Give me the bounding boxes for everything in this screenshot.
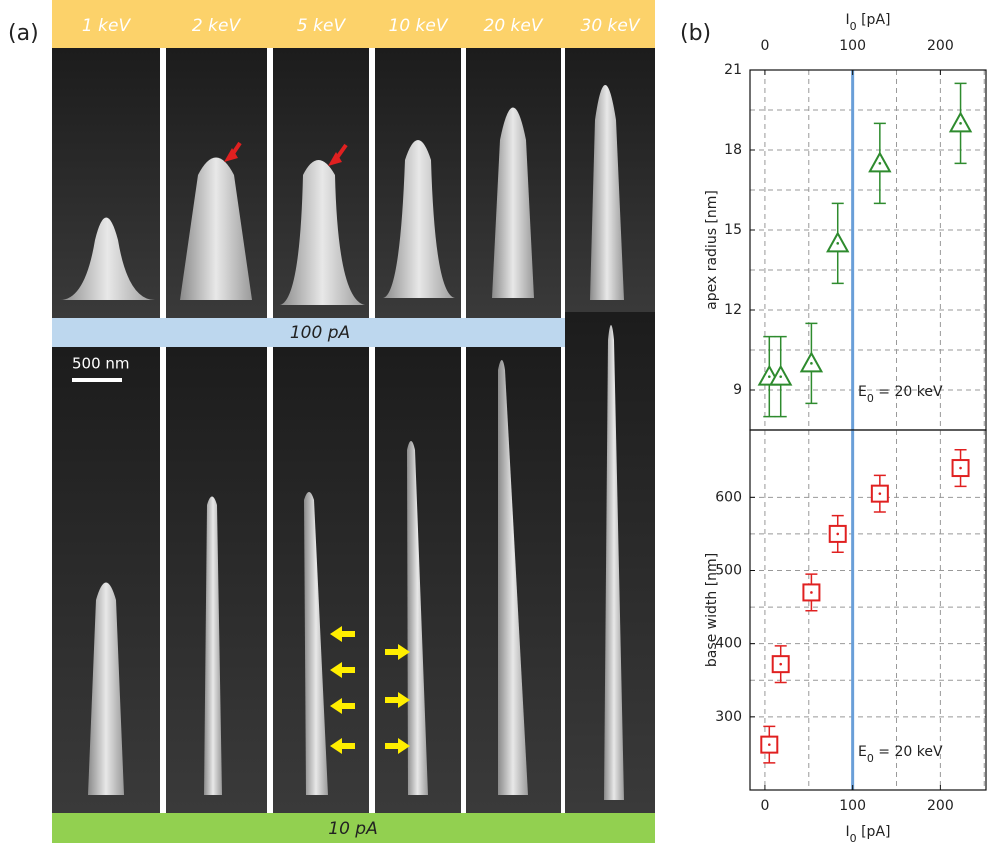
label-part: [pA] — [857, 12, 891, 28]
y-tick-label: 18 — [724, 142, 742, 158]
plot-frame — [749, 429, 987, 791]
label-part: [pA] — [857, 824, 891, 840]
marker-center — [878, 492, 882, 495]
panel-label: (b) — [680, 21, 711, 46]
marker-center — [810, 362, 813, 365]
marker-center — [768, 743, 771, 746]
scale-bar-label: 500 nm — [72, 355, 130, 373]
y-axis-label: apex radius [nm] — [704, 190, 720, 310]
label: E0 = 20 keV — [858, 384, 943, 405]
energy-label: 1 keV — [82, 16, 132, 36]
y-tick-label: 9 — [733, 382, 742, 398]
x-tick-label: 200 — [927, 38, 954, 54]
label-part: 0 — [850, 832, 857, 844]
marker-center — [810, 591, 813, 594]
label-part: E — [858, 384, 867, 400]
panel-a-images — [52, 0, 655, 843]
label-part: 0 — [867, 752, 874, 765]
label-part: = 20 keV — [874, 384, 943, 400]
x-tick-label: 100 — [839, 798, 866, 814]
marker-center — [779, 662, 783, 666]
energy-label: 10 keV — [389, 16, 449, 36]
x-tick-label: 0 — [760, 798, 769, 814]
y-tick-label: 500 — [715, 562, 742, 578]
energy-label: 5 keV — [297, 16, 347, 36]
x-tick-label: 200 — [927, 798, 954, 814]
label-part: I — [846, 12, 850, 28]
y-tick-label: 12 — [724, 302, 742, 318]
y-tick-label: 15 — [724, 222, 742, 238]
label-part: 0 — [867, 392, 874, 405]
marker-center — [836, 242, 840, 245]
y-tick-label: 300 — [715, 709, 742, 725]
label-part: = 20 keV — [874, 744, 943, 760]
label: E0 = 20 keV — [858, 744, 943, 765]
marker-center — [768, 375, 771, 378]
energy-label: 2 keV — [192, 16, 242, 36]
x-tick-label: 100 — [839, 38, 866, 54]
y-tick-label: 21 — [724, 62, 742, 78]
marker-center — [878, 162, 882, 165]
marker-center — [959, 122, 962, 125]
current-label: 100 pA — [290, 323, 350, 343]
energy-label: 20 keV — [484, 16, 544, 36]
x-tick-label: 0 — [760, 38, 769, 54]
energy-label: 30 keV — [581, 16, 641, 36]
marker-center — [959, 466, 962, 470]
y-tick-label: 400 — [715, 636, 742, 652]
label: I0 [pA] — [846, 12, 891, 33]
label-part: E — [858, 744, 867, 760]
label-part: 0 — [850, 20, 857, 33]
marker-center — [836, 532, 840, 536]
label-part: I — [846, 824, 850, 840]
panel-label: (a) — [8, 21, 39, 46]
current-label: 10 pA — [328, 819, 377, 839]
marker-center — [779, 375, 783, 378]
y-axis-label: base width [nm] — [704, 553, 720, 667]
y-tick-label: 600 — [715, 489, 742, 505]
label: I0 [pA] — [846, 824, 891, 843]
